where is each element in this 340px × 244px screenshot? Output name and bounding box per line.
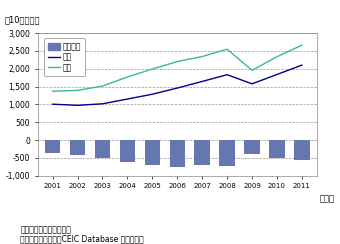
- Bar: [194, 140, 210, 165]
- Bar: [269, 140, 285, 158]
- Text: 資料：米国商務省、CEIC Database から作成。: 資料：米国商務省、CEIC Database から作成。: [20, 235, 144, 244]
- Bar: [144, 140, 160, 165]
- Bar: [70, 140, 85, 155]
- Text: （年）: （年）: [320, 194, 335, 203]
- Text: 備考：国際収支ベース。: 備考：国際収支ベース。: [20, 226, 71, 235]
- Bar: [45, 140, 61, 153]
- Bar: [170, 140, 185, 167]
- Bar: [95, 140, 110, 158]
- Bar: [294, 140, 310, 160]
- Bar: [120, 140, 135, 162]
- Legend: 貿易収支, 輸出, 輸入: 貿易収支, 輸出, 輸入: [44, 38, 85, 76]
- Text: （10億ドル）: （10億ドル）: [4, 16, 40, 25]
- Bar: [244, 140, 260, 154]
- Bar: [219, 140, 235, 166]
